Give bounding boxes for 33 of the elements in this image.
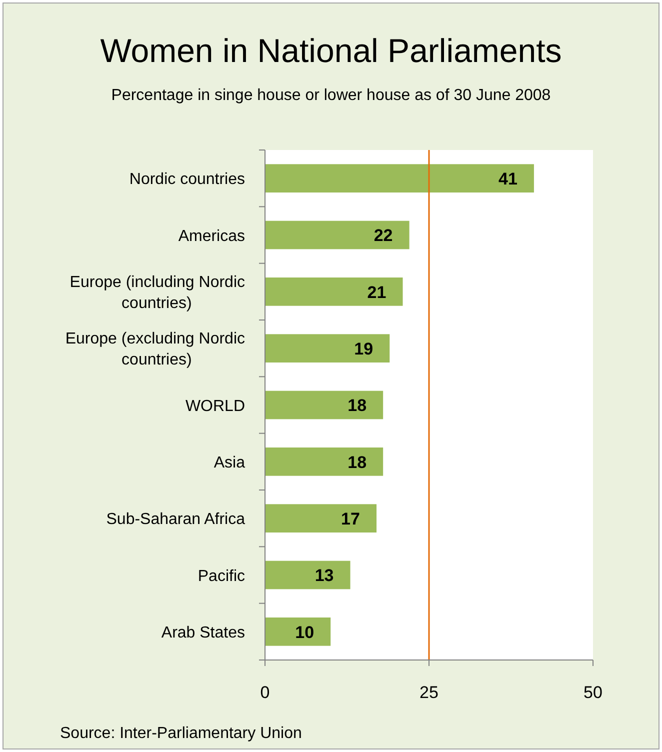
bar xyxy=(265,164,534,192)
y-tick-label: Europe (including Nordic countries) xyxy=(70,274,245,312)
data-label: 18 xyxy=(348,396,367,416)
y-tick-label: Sub-Saharan Africa xyxy=(106,511,246,528)
source-note: Source: Inter-Parliamentary Union xyxy=(60,725,302,742)
bar xyxy=(265,390,384,420)
data-label: 17 xyxy=(341,509,360,528)
bar xyxy=(265,220,410,250)
y-tick-label: Nordic countries xyxy=(129,171,245,188)
bar xyxy=(265,504,377,532)
data-label: 18 xyxy=(348,452,367,472)
data-label: 10 xyxy=(295,622,314,642)
x-tick-label: 50 xyxy=(584,683,602,702)
y-tick-label: Pacific xyxy=(198,568,245,585)
y-tick-label: Asia xyxy=(214,454,246,472)
y-tick-label: Arab States xyxy=(161,624,245,642)
bar xyxy=(265,618,331,646)
bar xyxy=(265,334,390,362)
x-tick-label: 25 xyxy=(420,683,438,702)
chart-subtitle: Percentage in singe house or lower house as of 30 June 2008 xyxy=(111,87,551,104)
data-label: 19 xyxy=(354,339,374,358)
bar xyxy=(265,278,403,306)
data-label: 41 xyxy=(498,169,518,188)
chart-title: Women in National Parliaments xyxy=(100,32,562,69)
y-tick-label: Americas xyxy=(178,228,245,245)
y-tick-label: WORLD xyxy=(185,398,245,415)
y-tick-label: Europe (excluding Nordic countries) xyxy=(65,330,245,369)
data-label: 21 xyxy=(367,282,386,302)
x-tick-label: 0 xyxy=(260,683,270,702)
bar xyxy=(265,448,384,476)
data-label: 13 xyxy=(314,566,334,586)
data-label: 22 xyxy=(374,226,393,246)
bar xyxy=(265,560,350,590)
